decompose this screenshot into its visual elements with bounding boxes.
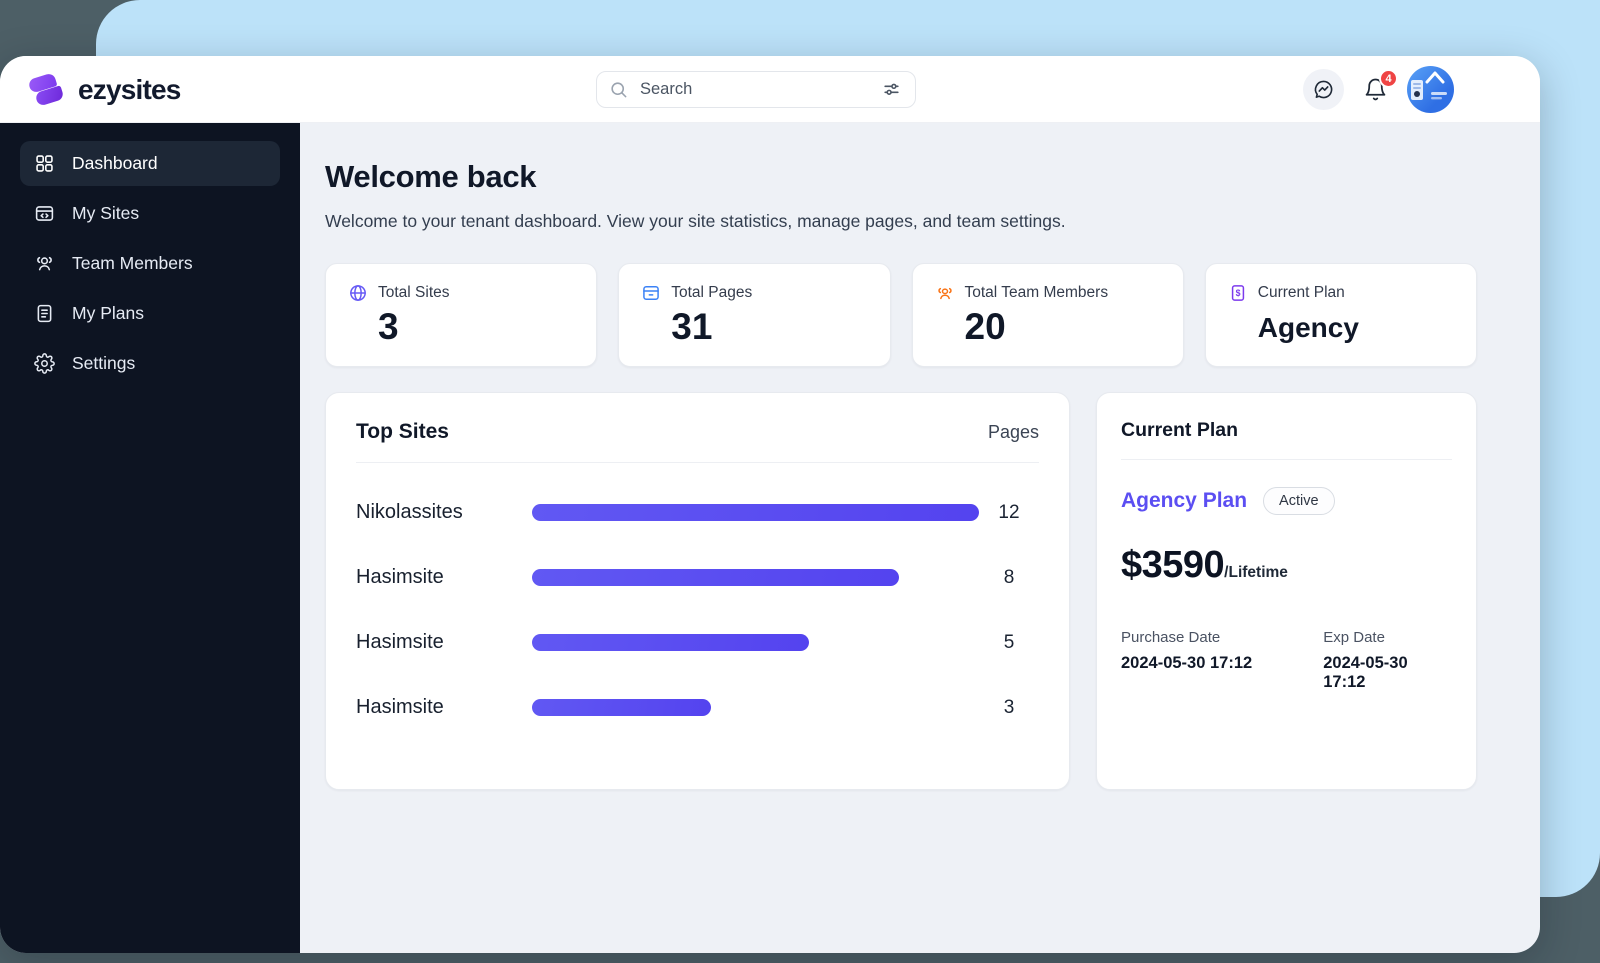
- brand-logo-icon: [26, 71, 66, 109]
- users-icon: [34, 253, 55, 274]
- globe-icon: [348, 283, 368, 303]
- sidebar-item-team-members[interactable]: Team Members: [20, 241, 280, 286]
- divider: [356, 462, 1039, 463]
- sidebar-item-label: My Plans: [72, 303, 144, 323]
- site-name: Hasimsite: [356, 696, 444, 718]
- stat-value: 20: [964, 306, 1006, 347]
- site-pages-value: 5: [1003, 631, 1015, 653]
- pages-icon: [641, 283, 661, 303]
- bell-icon: [1365, 78, 1386, 101]
- plan-name: Agency Plan: [1121, 489, 1248, 512]
- content-row: Top Sites Pages Nikolassites 12: [325, 392, 1477, 790]
- bar-track: [532, 504, 979, 521]
- plan-price: $3590: [1121, 544, 1225, 586]
- exp-date-value: 2024-05-30 17:12: [1323, 654, 1408, 691]
- stat-card-total-team-members: Total Team Members 20: [911, 263, 1184, 367]
- purchase-date-value: 2024-05-30 17:12: [1121, 654, 1253, 672]
- stat-value: 3: [378, 306, 399, 347]
- sidebar-item-label: Dashboard: [72, 153, 158, 173]
- sidebar-item-dashboard[interactable]: Dashboard: [20, 141, 280, 186]
- app-window: ezysites: [0, 56, 1540, 953]
- stat-card-total-sites: Total Sites 3: [325, 263, 598, 367]
- site-row: Hasimsite 5: [356, 631, 1039, 654]
- current-plan-card: Current Plan Agency Plan Active $3590 /L…: [1096, 392, 1477, 790]
- plan-status-badge: Active: [1263, 487, 1335, 515]
- stat-card-total-pages: Total Pages 31: [618, 263, 891, 367]
- stat-card-current-plan: $ Current Plan Agency: [1204, 263, 1477, 367]
- site-name: Hasimsite: [356, 566, 444, 588]
- brand-name: ezysites: [78, 73, 181, 105]
- stat-label: Total Team Members: [964, 284, 1109, 301]
- app-header: ezysites: [0, 56, 1540, 123]
- search-bar[interactable]: [596, 71, 916, 108]
- search-icon: [611, 82, 627, 98]
- site-pages-bar: [532, 569, 899, 586]
- sidebar-item-label: My Sites: [72, 203, 140, 223]
- site-pages-value: 3: [1003, 696, 1015, 718]
- bar-track: [532, 569, 979, 586]
- site-row: Nikolassites 12: [356, 501, 1039, 524]
- site-pages-value: 12: [998, 501, 1020, 523]
- grid-icon: [34, 153, 55, 174]
- sidebar-item-my-sites[interactable]: My Sites: [20, 191, 280, 236]
- site-name: Hasimsite: [356, 631, 444, 653]
- bar-track: [532, 699, 979, 716]
- gear-icon: [34, 353, 55, 374]
- stat-value: 31: [671, 306, 713, 347]
- notifications-button[interactable]: 4: [1359, 69, 1398, 106]
- notification-count-badge: 4: [1379, 69, 1398, 88]
- plan-period: /Lifetime: [1224, 564, 1288, 581]
- pages-column-label: Pages: [987, 421, 1039, 442]
- site-name: Nikolassites: [356, 501, 463, 523]
- page-subtitle: Welcome to your tenant dashboard. View y…: [325, 211, 1066, 231]
- messenger-icon: [1314, 80, 1333, 99]
- stat-label: Current Plan: [1257, 284, 1345, 301]
- browser-icon: [34, 203, 55, 224]
- page-title: Welcome back: [325, 159, 537, 194]
- exp-date-label: Exp Date: [1323, 629, 1385, 646]
- stat-label: Total Pages: [671, 284, 753, 301]
- plan-icon: $: [1228, 283, 1248, 303]
- user-avatar[interactable]: [1407, 66, 1454, 113]
- sidebar-item-settings[interactable]: Settings: [20, 341, 280, 386]
- current-plan-title: Current Plan: [1121, 419, 1239, 441]
- site-pages-bar: [532, 504, 979, 521]
- chat-button[interactable]: [1303, 69, 1344, 110]
- sidebar: Dashboard My Sites: [0, 123, 300, 953]
- bar-track: [532, 634, 979, 651]
- site-pages-value: 8: [1003, 566, 1015, 588]
- sidebar-item-label: Settings: [72, 353, 136, 373]
- site-row: Hasimsite 3: [356, 696, 1039, 719]
- site-row: Hasimsite 8: [356, 566, 1039, 589]
- top-sites-card: Top Sites Pages Nikolassites 12: [325, 392, 1070, 790]
- document-icon: [34, 303, 55, 324]
- site-pages-bar: [532, 699, 711, 716]
- stats-row: Total Sites 3 Total Pages: [325, 263, 1477, 367]
- purchase-date-label: Purchase Date: [1121, 629, 1221, 646]
- avatar-image: [1411, 71, 1447, 100]
- svg-text:$: $: [1235, 288, 1240, 298]
- brand-logo[interactable]: ezysites: [26, 56, 181, 123]
- team-icon: [935, 283, 955, 303]
- top-sites-title: Top Sites: [356, 420, 449, 443]
- main-content: Welcome back Welcome to your tenant dash…: [300, 123, 1540, 953]
- search-filter-icon[interactable]: [880, 78, 903, 101]
- sidebar-item-label: Team Members: [72, 253, 193, 273]
- sidebar-item-my-plans[interactable]: My Plans: [20, 291, 280, 336]
- header-actions: 4: [1303, 56, 1454, 123]
- divider: [1121, 459, 1452, 460]
- site-pages-bar: [532, 634, 810, 651]
- stat-label: Total Sites: [378, 284, 450, 301]
- search-input[interactable]: [638, 79, 870, 100]
- stat-value: Agency: [1257, 312, 1359, 343]
